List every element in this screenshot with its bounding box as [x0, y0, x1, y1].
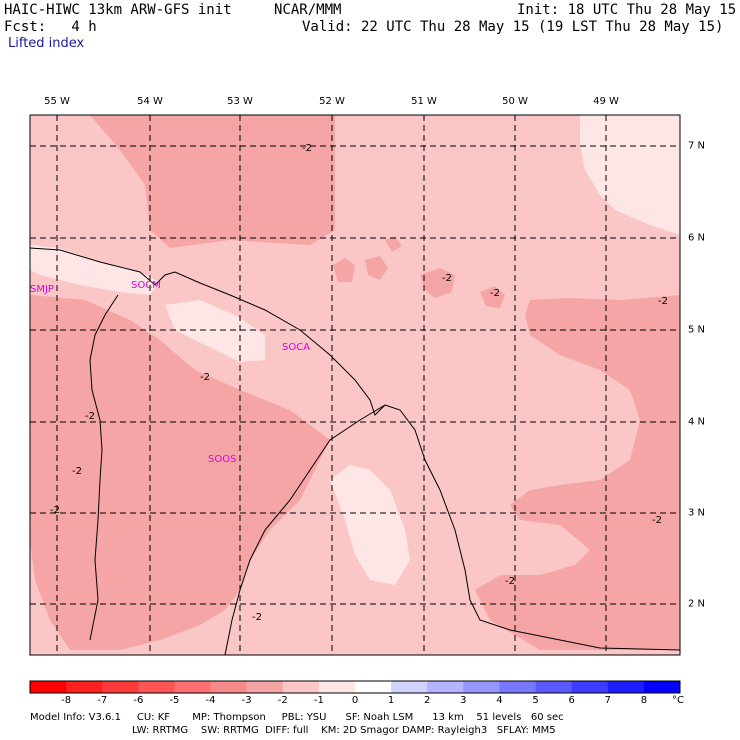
colorbar-tick-label: 0 — [351, 695, 359, 706]
lon-label: 49 W — [593, 96, 619, 107]
lat-label: 5 N — [688, 324, 706, 336]
station-label: SOCM — [131, 280, 161, 291]
colorbar-frame — [29, 680, 681, 694]
contour-label: -2 — [490, 288, 500, 299]
colorbar-swatch — [427, 681, 464, 693]
forecast-hour: Fcst: 4 h — [4, 19, 97, 35]
colorbar-swatch — [643, 681, 681, 693]
model-title: HAIC-HIWC 13km ARW-GFS init — [4, 2, 232, 18]
colorbar-tick-label: 2 — [424, 695, 431, 706]
colorbar-swatch — [282, 681, 320, 693]
field-name: Lifted index — [8, 36, 85, 51]
colorbar-swatch — [499, 681, 537, 693]
colorbar-tick-label: 1 — [387, 695, 395, 706]
colorbar-tick-label: -4 — [205, 695, 216, 706]
field-minus2 — [30, 115, 680, 650]
colorbar-swatch — [66, 681, 103, 693]
contour-label: -2 — [252, 612, 262, 623]
colorbar-tick-label: 7 — [604, 695, 611, 706]
valid-time: Valid: 22 UTC Thu 28 May 15 (19 LST Thu … — [302, 19, 724, 35]
lat-label: 2 N — [688, 598, 706, 610]
colorbar-tick-label: -2 — [277, 695, 288, 706]
colorbar-swatch — [463, 681, 500, 693]
borders — [30, 247, 680, 655]
colorbar-swatch — [138, 681, 175, 693]
contour-label: -2 — [652, 515, 662, 526]
lat-label: 6 N — [688, 232, 706, 244]
contour-label: -2 — [442, 273, 452, 284]
colorbar-tick-label: -3 — [241, 695, 252, 706]
colorbar — [29, 680, 681, 694]
colorbar-tick-label: 3 — [460, 695, 467, 706]
lat-label: 7 N — [688, 140, 706, 152]
colorbar-swatch — [210, 681, 248, 693]
model-info-line2: LW: RRTMG SW: RRTMG DIFF: full KM: 2D Sm… — [132, 725, 556, 736]
contour-label: -2 — [200, 372, 210, 383]
colorbar-swatch — [30, 681, 67, 693]
colorbar-swatch — [174, 681, 212, 693]
station-label: SOOS — [208, 454, 236, 465]
colorbar-tick-label: 4 — [496, 695, 503, 706]
lon-label: 55 W — [44, 96, 70, 107]
colorbar-swatch — [102, 681, 139, 693]
colorbar-tick-label: 5 — [532, 695, 539, 706]
colorbar-swatch — [391, 681, 428, 693]
contour-label: -2 — [85, 411, 95, 422]
colorbar-tick-label: 6 — [568, 695, 575, 706]
lon-label: 52 W — [319, 96, 345, 107]
stations: SMJP SOCM SOCA SOOS — [30, 280, 310, 465]
latlon-grid — [30, 115, 680, 655]
colorbar-tick-label: -8 — [61, 695, 72, 706]
contour-label: -2 — [658, 296, 668, 307]
colorbar-swatch — [246, 681, 284, 693]
lon-label: 50 W — [502, 96, 528, 107]
contour-label: -2 — [50, 505, 60, 516]
lat-label: 4 N — [688, 416, 706, 428]
station-label: SMJP — [30, 284, 54, 295]
colorbar-tick-label: -1 — [313, 695, 324, 706]
lon-label: 53 W — [227, 96, 253, 107]
lon-label: 54 W — [137, 96, 163, 107]
contour-label: -2 — [505, 576, 515, 587]
contour-label: -2 — [72, 466, 82, 477]
field-near-zero — [30, 115, 680, 585]
contour-labels: -2 -2 -2 -2 -2 -2 -2 -2 -2 -2 -2 — [50, 143, 668, 623]
colorbar-swatch — [355, 681, 392, 693]
colorbar-tick-label: -7 — [97, 695, 108, 706]
model-info-line1: Model Info: V3.6.1 CU: KF MP: Thompson P… — [30, 712, 564, 723]
colorbar-swatch — [607, 681, 645, 693]
colorbar-tick-label: -5 — [169, 695, 180, 706]
contour-label: -2 — [302, 143, 312, 154]
org-label: NCAR/MMM — [274, 2, 342, 18]
colorbar-unit: °C — [672, 695, 684, 706]
colorbar-tick-label: -6 — [133, 695, 144, 706]
map-frame — [29, 114, 681, 656]
colorbar-swatch — [318, 681, 356, 693]
colorbar-tick-label: 8 — [640, 695, 648, 706]
station-label: SOCA — [282, 342, 310, 353]
init-time: Init: 18 UTC Thu 28 May 15 — [517, 2, 737, 18]
colorbar-swatch — [535, 681, 573, 693]
colorbar-swatch — [571, 681, 609, 693]
lat-label: 3 N — [688, 507, 706, 519]
lon-label: 51 W — [411, 96, 437, 107]
